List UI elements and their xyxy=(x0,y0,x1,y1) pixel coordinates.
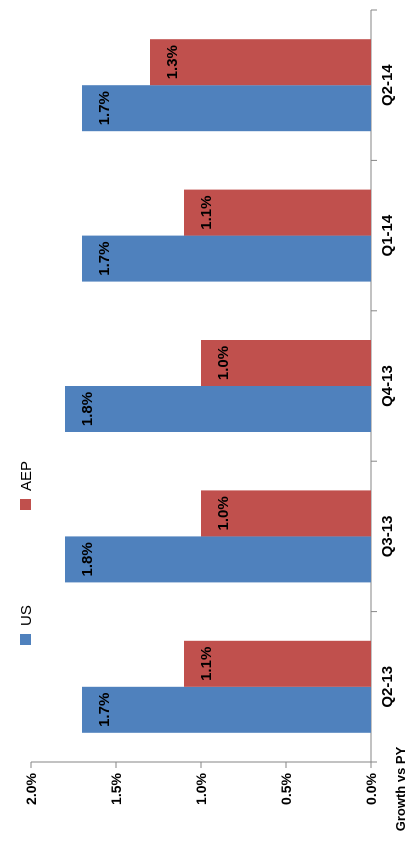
category-label: Q2-14 xyxy=(379,64,396,106)
legend-swatch-aep xyxy=(20,499,31,510)
bar-aep xyxy=(201,340,371,386)
bar-aep xyxy=(201,490,371,537)
legend-label-aep: AEP xyxy=(18,461,35,491)
data-label: 1.7% xyxy=(96,241,113,275)
data-label: 1.8% xyxy=(79,392,96,426)
bar-us xyxy=(82,686,371,733)
category-label: Q4-13 xyxy=(379,365,396,407)
data-label: 1.7% xyxy=(96,91,113,125)
value-tick-label: 1.0% xyxy=(193,772,209,804)
legend-label-us: US xyxy=(18,605,35,626)
data-label: 1.1% xyxy=(198,195,215,229)
bar-aep xyxy=(184,189,371,236)
data-label: 1.8% xyxy=(79,542,96,576)
value-tick-label: 1.5% xyxy=(108,772,124,804)
legend-swatch-us xyxy=(20,634,31,645)
data-label: 1.0% xyxy=(215,346,232,380)
bar-aep xyxy=(184,640,371,687)
bar-aep xyxy=(150,39,371,86)
value-tick-label: 2.0% xyxy=(23,772,39,804)
data-label: 1.3% xyxy=(164,45,181,79)
bar-us xyxy=(65,536,371,583)
bar-us xyxy=(82,235,371,282)
value-tick-label: 0.0% xyxy=(363,772,379,804)
category-label: Q3-13 xyxy=(379,516,396,558)
category-label: Q2-13 xyxy=(379,666,396,708)
plot-area: 0.0% 0.5% 1.0% 1.5% 2.0% Growth vs PY 1.7% 1.1%… xyxy=(18,9,408,831)
data-label: 1.1% xyxy=(198,647,215,681)
bar-us xyxy=(65,386,371,432)
category-label: Q1-14 xyxy=(379,214,396,256)
data-label: 1.7% xyxy=(96,693,113,727)
data-label: 1.0% xyxy=(215,496,232,530)
bar-us xyxy=(82,85,371,132)
value-axis-title: Growth vs PY xyxy=(393,746,408,831)
value-tick-label: 0.5% xyxy=(278,772,294,804)
